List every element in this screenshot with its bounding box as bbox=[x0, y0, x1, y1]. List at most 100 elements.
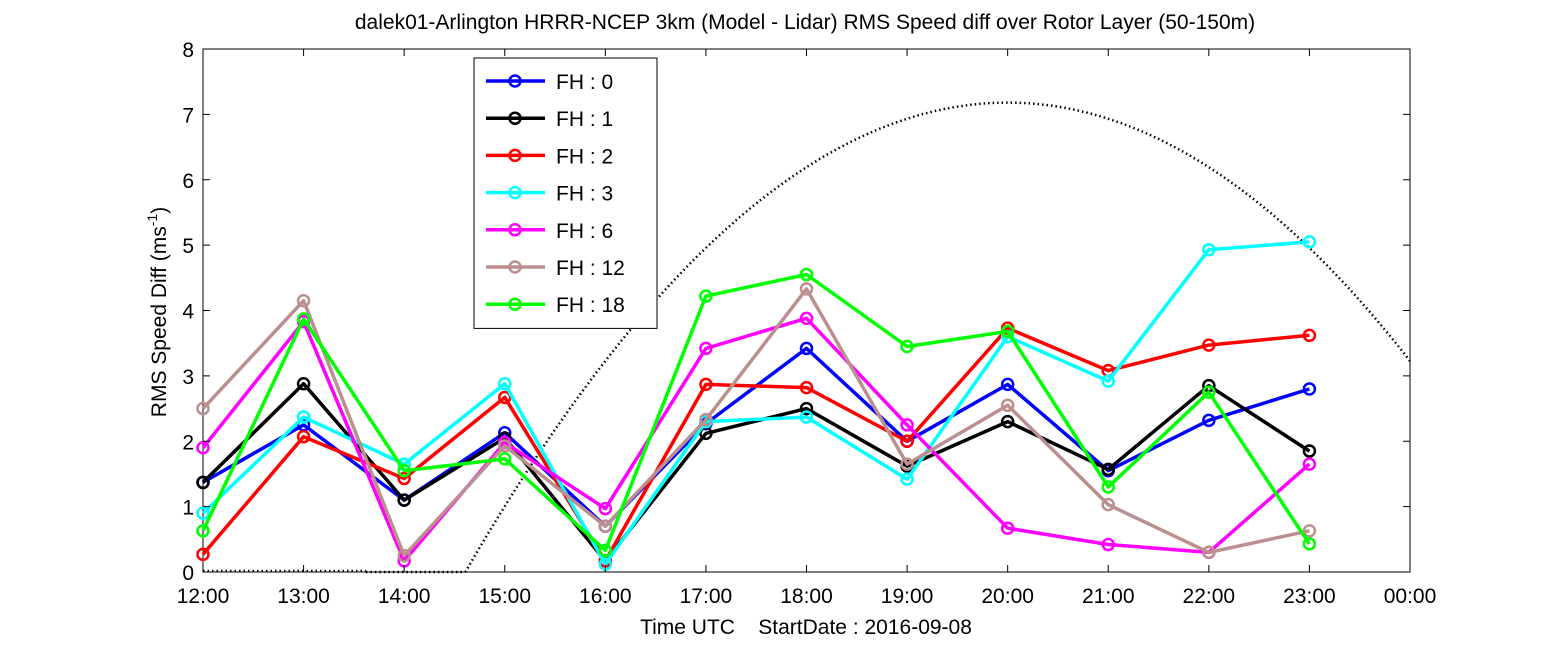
legend-swatch-marker bbox=[508, 223, 522, 237]
legend-label: FH : 12 bbox=[556, 257, 625, 280]
data-point bbox=[1000, 377, 1015, 392]
legend-swatch-marker bbox=[508, 111, 522, 125]
x-tick-label: 15:00 bbox=[478, 585, 531, 608]
data-point bbox=[799, 282, 814, 296]
legend-swatch-marker bbox=[508, 185, 522, 200]
data-point bbox=[196, 441, 210, 455]
data-point bbox=[296, 293, 311, 308]
data-point bbox=[699, 377, 713, 392]
data-point bbox=[900, 472, 914, 486]
data-point bbox=[1302, 444, 1317, 458]
data-point bbox=[196, 524, 210, 538]
legend-swatch-marker bbox=[508, 260, 522, 274]
data-point bbox=[799, 380, 814, 395]
data-point bbox=[397, 493, 411, 507]
data-point bbox=[799, 410, 814, 424]
dotted-curve bbox=[365, 101, 1411, 574]
x-axis-label: Time UTC StartDate : 2016-09-08 bbox=[640, 616, 972, 639]
data-point bbox=[196, 401, 210, 416]
data-point bbox=[397, 463, 411, 478]
x-tick-label: 12:00 bbox=[177, 585, 230, 608]
y-tick-label: 8 bbox=[182, 39, 194, 62]
data-point bbox=[498, 439, 512, 453]
x-tick-label: 13:00 bbox=[277, 585, 330, 608]
data-point bbox=[1302, 235, 1317, 249]
data-point bbox=[1101, 462, 1115, 477]
data-point bbox=[498, 452, 512, 466]
x-tick-label: 23:00 bbox=[1283, 585, 1336, 608]
data-point bbox=[296, 429, 311, 444]
legend-swatch-marker bbox=[508, 74, 522, 88]
series-line bbox=[201, 316, 1311, 563]
y-axis-label-tail: ) bbox=[148, 207, 171, 214]
data-point bbox=[799, 401, 814, 416]
data-point bbox=[598, 543, 613, 558]
data-point bbox=[1302, 524, 1317, 538]
data-point bbox=[1000, 324, 1015, 339]
data-point bbox=[498, 390, 512, 405]
y-tick-label: 4 bbox=[182, 301, 194, 324]
legend-label: FH : 1 bbox=[556, 108, 613, 131]
legend-label: FH : 18 bbox=[556, 294, 625, 317]
y-tick-label: 1 bbox=[182, 497, 194, 520]
series-line bbox=[201, 240, 1310, 566]
series-6 bbox=[196, 267, 1317, 558]
data-point bbox=[1202, 338, 1216, 352]
legend-item: FH : 18 bbox=[486, 294, 625, 317]
data-point bbox=[598, 501, 613, 516]
y-tick-label: 2 bbox=[182, 431, 194, 454]
data-point bbox=[1302, 328, 1317, 343]
data-point bbox=[1302, 457, 1317, 471]
y-axis-label-main: RMS Speed Diff (ms bbox=[148, 226, 171, 417]
legend-item: FH : 6 bbox=[486, 220, 613, 243]
legend-swatch-marker bbox=[508, 148, 522, 163]
data-point bbox=[196, 547, 210, 562]
x-tick-label: 19:00 bbox=[881, 585, 934, 608]
data-point bbox=[296, 312, 311, 326]
y-tick-label: 5 bbox=[182, 235, 194, 258]
legend-item: FH : 12 bbox=[486, 257, 625, 280]
data-point bbox=[900, 434, 914, 448]
x-tick-label: 14:00 bbox=[378, 585, 431, 608]
data-point bbox=[1000, 414, 1015, 429]
data-point bbox=[296, 410, 311, 424]
data-point bbox=[900, 339, 914, 354]
data-point bbox=[1101, 480, 1115, 494]
legend-label: FH : 6 bbox=[556, 220, 613, 243]
dotted-reference-curve bbox=[203, 101, 1411, 574]
x-tick-label: 21:00 bbox=[1082, 585, 1135, 608]
data-point bbox=[699, 341, 713, 356]
data-point bbox=[699, 412, 713, 427]
data-point bbox=[1202, 385, 1216, 399]
data-point bbox=[1101, 497, 1115, 512]
series-line bbox=[201, 272, 1311, 553]
x-tick-label: 00:00 bbox=[1384, 585, 1437, 608]
series-line bbox=[201, 287, 1310, 558]
data-point bbox=[1101, 537, 1115, 552]
data-point bbox=[699, 289, 713, 303]
data-point bbox=[296, 376, 311, 391]
legend-item: FH : 0 bbox=[486, 71, 613, 94]
legend-label: FH : 3 bbox=[556, 183, 613, 206]
legend: FH : 0 FH : 1 FH : 2 FH : 3 FH : 6 FH : 12 FH … bbox=[473, 57, 658, 329]
data-point bbox=[900, 418, 914, 432]
axis-ticks: 12:00 13:00 14:00 15:00 16:00 17:00 18:00 19:00… bbox=[177, 39, 1437, 608]
y-tick-label: 0 bbox=[182, 562, 194, 585]
data-point bbox=[799, 311, 814, 326]
y-axis-label: RMS Speed Diff (ms-1) bbox=[144, 207, 171, 417]
data-point bbox=[799, 341, 814, 356]
data-point bbox=[397, 548, 411, 563]
y-tick-label: 3 bbox=[182, 366, 194, 389]
y-tick-label: 6 bbox=[182, 170, 194, 193]
data-point bbox=[1302, 537, 1317, 551]
legend-item: FH : 1 bbox=[486, 108, 613, 131]
legend-label: FH : 0 bbox=[556, 71, 613, 94]
data-point bbox=[1000, 521, 1015, 535]
data-point bbox=[196, 506, 210, 520]
data-point bbox=[1302, 382, 1317, 396]
legend-item: FH : 2 bbox=[486, 145, 613, 168]
x-tick-label: 20:00 bbox=[981, 585, 1034, 608]
data-point bbox=[900, 457, 914, 471]
data-point bbox=[397, 471, 411, 486]
